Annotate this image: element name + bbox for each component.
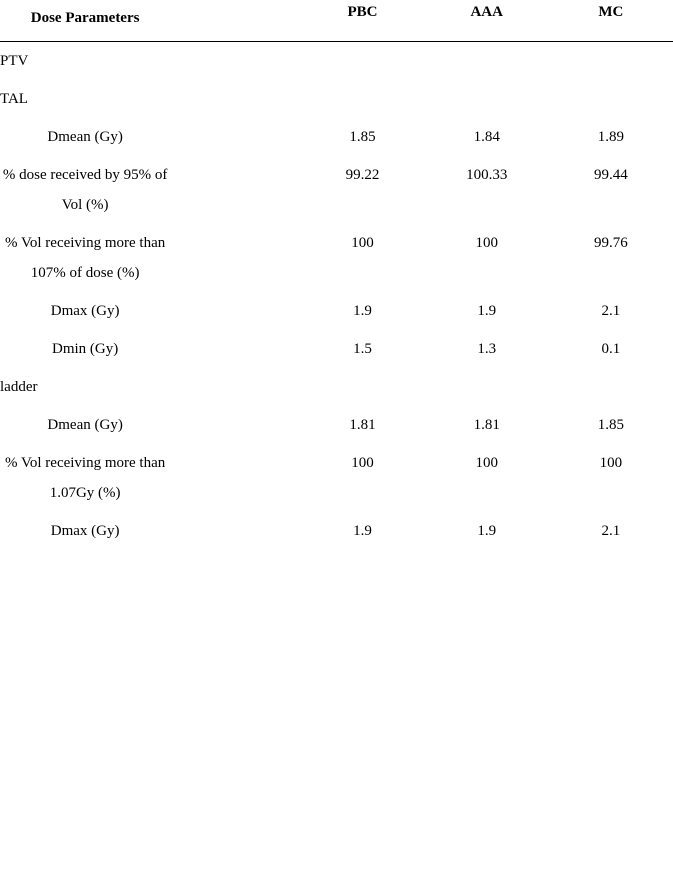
- header-gap: [170, 0, 300, 41]
- cell-param: % Vol receiving more than 1.07Gy (%): [0, 444, 170, 512]
- header-pbc: PBC: [300, 0, 424, 41]
- row-bladder-pct107: % Vol receiving more than 1.07Gy (%) 100…: [0, 444, 673, 512]
- row-bladder-dmean: Dmean (Gy) 1.81 1.81 1.85: [0, 406, 673, 444]
- cell-gap: [170, 406, 300, 444]
- cell-pbc: 100: [300, 224, 424, 292]
- cell-aaa: 1.9: [425, 292, 549, 330]
- cell-param: Dmax (Gy): [0, 292, 170, 330]
- cell-pbc: 1.81: [300, 406, 424, 444]
- cell-mc: 100: [549, 444, 673, 512]
- cell-pbc: 1.85: [300, 118, 424, 156]
- header-row: Dose Parameters PBC AAA MC: [0, 0, 673, 41]
- cell-param: Dmax (Gy): [0, 512, 170, 550]
- cell-param: Dmin (Gy): [0, 330, 170, 368]
- cell-mc: 1.85: [549, 406, 673, 444]
- cell-param: Dmean (Gy): [0, 118, 170, 156]
- cell-gap: [170, 156, 300, 224]
- cell-mc: 2.1: [549, 292, 673, 330]
- header-param: Dose Parameters: [0, 0, 170, 41]
- cell-mc: 99.44: [549, 156, 673, 224]
- cell-param: % dose received by 95% of Vol (%): [0, 156, 170, 224]
- cell-aaa: 1.84: [425, 118, 549, 156]
- row-tal-dmin: Dmin (Gy) 1.5 1.3 0.1: [0, 330, 673, 368]
- cell-pbc: 100: [300, 444, 424, 512]
- section-ptv-label: PTV: [0, 42, 673, 80]
- row-tal-dmax: Dmax (Gy) 1.9 1.9 2.1: [0, 292, 673, 330]
- cell-param: % Vol receiving more than 107% of dose (…: [0, 224, 170, 292]
- cell-mc: 99.76: [549, 224, 673, 292]
- cell-pbc: 1.9: [300, 292, 424, 330]
- cell-gap: [170, 330, 300, 368]
- cell-gap: [170, 224, 300, 292]
- cell-aaa: 100: [425, 444, 549, 512]
- cell-pbc: 99.22: [300, 156, 424, 224]
- cell-pbc: 1.9: [300, 512, 424, 550]
- section-bladder-label: ladder: [0, 368, 673, 406]
- cell-gap: [170, 292, 300, 330]
- row-tal-pct107: % Vol receiving more than 107% of dose (…: [0, 224, 673, 292]
- section-tal-label: TAL: [0, 80, 673, 118]
- cell-aaa: 1.9: [425, 512, 549, 550]
- dose-table: Dose Parameters PBC AAA MC PTV TAL Dmean…: [0, 0, 673, 550]
- cell-aaa: 100: [425, 224, 549, 292]
- section-ptv: PTV: [0, 42, 673, 80]
- cell-aaa: 100.33: [425, 156, 549, 224]
- cell-mc: 0.1: [549, 330, 673, 368]
- cell-param: Dmean (Gy): [0, 406, 170, 444]
- row-tal-pct95: % dose received by 95% of Vol (%) 99.22 …: [0, 156, 673, 224]
- section-tal: TAL: [0, 80, 673, 118]
- cell-mc: 1.89: [549, 118, 673, 156]
- cell-aaa: 1.3: [425, 330, 549, 368]
- row-tal-dmean: Dmean (Gy) 1.85 1.84 1.89: [0, 118, 673, 156]
- cell-aaa: 1.81: [425, 406, 549, 444]
- cell-gap: [170, 512, 300, 550]
- cell-mc: 2.1: [549, 512, 673, 550]
- cell-gap: [170, 444, 300, 512]
- header-aaa: AAA: [425, 0, 549, 41]
- cell-gap: [170, 118, 300, 156]
- section-bladder: ladder: [0, 368, 673, 406]
- cell-pbc: 1.5: [300, 330, 424, 368]
- header-mc: MC: [549, 0, 673, 41]
- row-bladder-dmax: Dmax (Gy) 1.9 1.9 2.1: [0, 512, 673, 550]
